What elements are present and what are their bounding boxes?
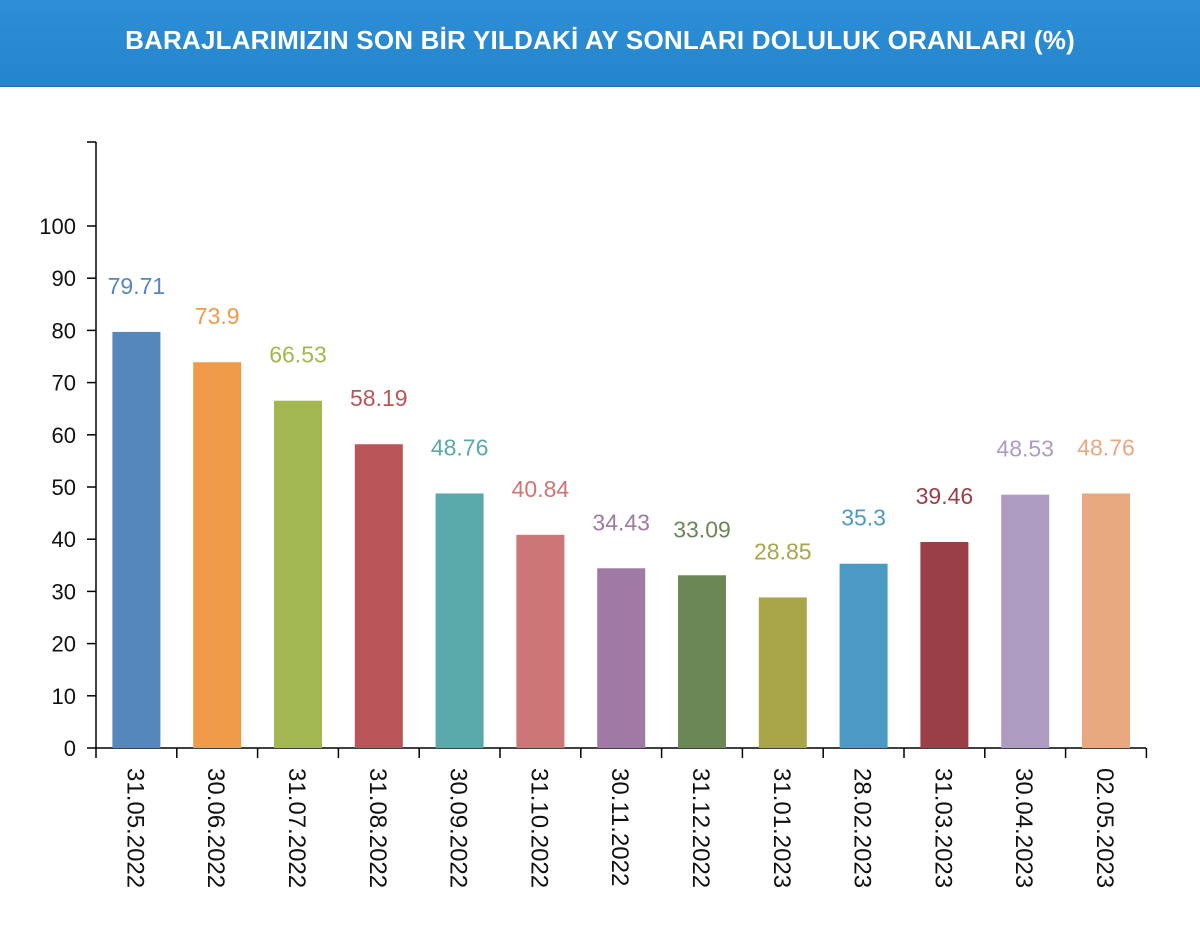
y-tick-label: 50	[52, 475, 76, 500]
bar-chart: 0 10 20 30 40 50 60 70 80 90 100 31.05.2022 30.06.2…	[39, 141, 1148, 888]
bar	[516, 534, 565, 748]
bar	[839, 563, 888, 748]
y-tick-label: 30	[52, 579, 76, 604]
bar	[1001, 494, 1050, 748]
x-tick-label: 31.03.2023	[929, 768, 956, 888]
y-axis: 0 10 20 30 40 50 60 70 80 90 100	[39, 141, 97, 761]
bar-value-label: 48.76	[1077, 434, 1135, 460]
bar-value-label: 28.85	[754, 538, 812, 564]
value-labels: 79.71 73.9 66.53 58.19 48.76 40.84 34.43 33.09 2…	[108, 273, 1135, 564]
bar	[1082, 493, 1130, 748]
bar	[354, 444, 403, 748]
bar-value-label: 58.19	[350, 385, 408, 411]
bar-value-label: 48.53	[996, 436, 1054, 462]
x-tick-label: 31.10.2022	[525, 768, 552, 888]
x-axis: 31.05.2022 30.06.2022 31.07.2022 31.08.2022…	[95, 747, 1148, 888]
bar-value-label: 79.71	[108, 273, 166, 299]
x-tick-label: 30.11.2022	[606, 768, 633, 886]
x-tick-label: 28.02.2023	[849, 768, 876, 888]
y-tick-label: 20	[52, 632, 76, 657]
y-tick-label: 90	[52, 266, 76, 291]
x-tick-label: 31.12.2022	[687, 768, 714, 888]
x-tick-label: 30.06.2022	[202, 768, 229, 888]
bar-value-label: 48.76	[431, 434, 489, 460]
x-tick-label: 02.05.2023	[1091, 768, 1118, 888]
bar-value-label: 73.9	[195, 303, 240, 329]
bar-value-label: 66.53	[269, 342, 327, 368]
bar-value-label: 34.43	[592, 509, 650, 535]
y-tick-label: 80	[52, 318, 76, 343]
bars	[112, 331, 1130, 748]
x-tick-label: 30.04.2023	[1010, 768, 1037, 888]
x-tick-label: 31.08.2022	[364, 768, 391, 888]
bar-value-label: 35.3	[841, 505, 886, 531]
y-tick-label: 70	[52, 371, 76, 396]
x-tick-label: 31.01.2023	[768, 768, 795, 888]
chart-title: BARAJLARIMIZIN SON BİR YILDAKİ AY SONLAR…	[125, 24, 1075, 55]
y-tick-label: 10	[52, 684, 76, 709]
x-tick-label: 31.05.2022	[121, 768, 148, 888]
chart-area: 0 10 20 30 40 50 60 70 80 90 100 31.05.2022 30.06.2…	[0, 86, 1200, 932]
y-tick-label: 100	[39, 214, 76, 239]
x-tick-label: 30.09.2022	[445, 768, 472, 888]
x-tick-label: 31.07.2022	[283, 768, 310, 888]
bar	[435, 493, 484, 748]
chart-header: BARAJLARIMIZIN SON BİR YILDAKİ AY SONLAR…	[0, 0, 1200, 87]
y-tick-label: 40	[52, 527, 76, 552]
bar	[920, 542, 969, 748]
bar	[758, 597, 807, 748]
y-tick-label: 0	[64, 736, 76, 761]
bar	[193, 362, 242, 748]
bar-value-label: 40.84	[512, 476, 570, 502]
y-tick-label: 60	[52, 423, 76, 448]
bar	[597, 568, 646, 748]
bar	[274, 400, 322, 748]
bar	[112, 331, 161, 748]
bar-value-label: 39.46	[916, 483, 974, 509]
bar-value-label: 33.09	[673, 516, 731, 542]
bar	[678, 575, 726, 748]
